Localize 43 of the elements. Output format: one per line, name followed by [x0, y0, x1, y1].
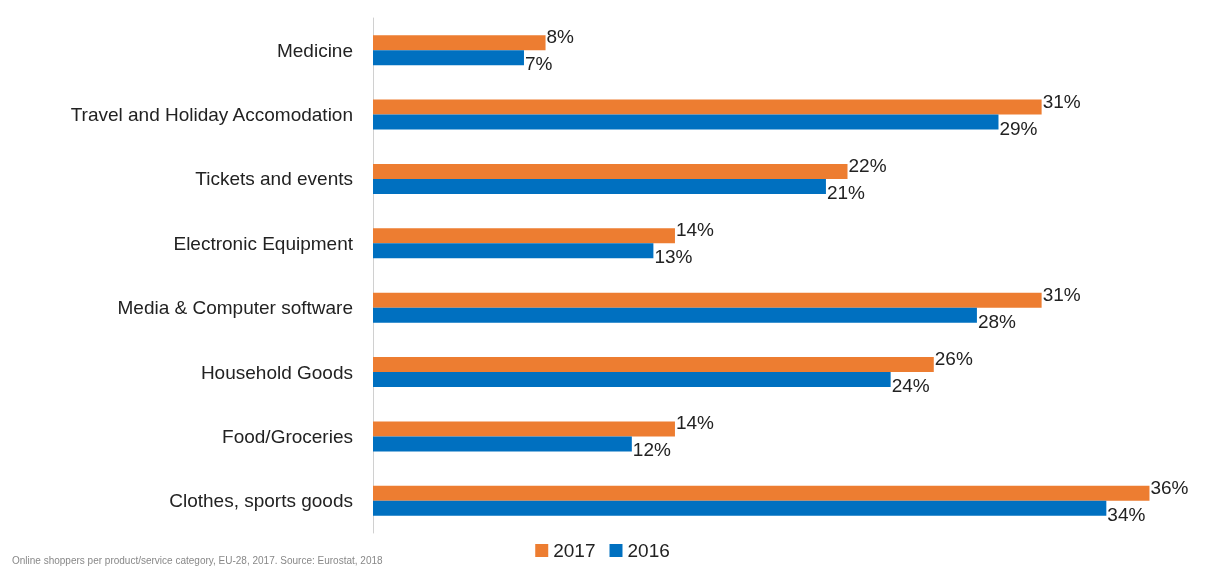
data-label: 26% — [934, 348, 973, 370]
bar — [373, 436, 632, 452]
data-label: 21% — [826, 181, 866, 203]
data-label: 34% — [1107, 503, 1146, 525]
data-label: 12% — [632, 439, 671, 461]
data-label: 14% — [675, 412, 715, 434]
legend-label: 2017 — [553, 540, 596, 561]
data-label: 24% — [891, 375, 930, 397]
y-tick-label: Media & Computer software — [117, 297, 353, 319]
data-label: 22% — [848, 154, 887, 176]
data-label: 31% — [1042, 283, 1081, 305]
data-label: 31% — [1042, 90, 1081, 112]
bar — [373, 292, 1042, 308]
bar — [373, 50, 524, 66]
y-tick-label: Travel and Holiday Accomodation — [70, 104, 353, 126]
y-tick-label: Clothes, sports goods — [169, 490, 353, 512]
bar — [373, 307, 977, 323]
y-tick-label: Food/Groceries — [222, 425, 353, 447]
data-label: 14% — [675, 219, 715, 241]
legend-label: 2016 — [627, 540, 670, 561]
bar — [373, 178, 826, 194]
data-label: 7% — [524, 53, 553, 75]
data-label: 36% — [1150, 476, 1189, 498]
bar — [373, 421, 675, 437]
bar — [373, 228, 675, 244]
y-tick-label: Medicine — [276, 39, 353, 61]
y-tick-label: Electronic Equipment — [173, 232, 354, 254]
bar — [373, 372, 891, 388]
bar — [373, 35, 546, 51]
bar — [373, 485, 1150, 501]
bar — [373, 114, 999, 130]
bar — [373, 243, 654, 259]
text: Online shoppers per product/service category, EU-28, 2017. Source: Eurostat, 2018 — [12, 554, 384, 566]
bar — [373, 99, 1042, 115]
data-label: 13% — [654, 246, 693, 268]
data-label: 28% — [977, 310, 1017, 332]
bar — [373, 163, 848, 179]
bar — [373, 357, 934, 373]
data-label: 29% — [999, 117, 1038, 139]
y-tick-label: Tickets and events — [195, 168, 353, 190]
y-tick-label: Household Goods — [200, 361, 353, 383]
bar — [373, 500, 1107, 516]
data-label: 8% — [546, 26, 575, 48]
